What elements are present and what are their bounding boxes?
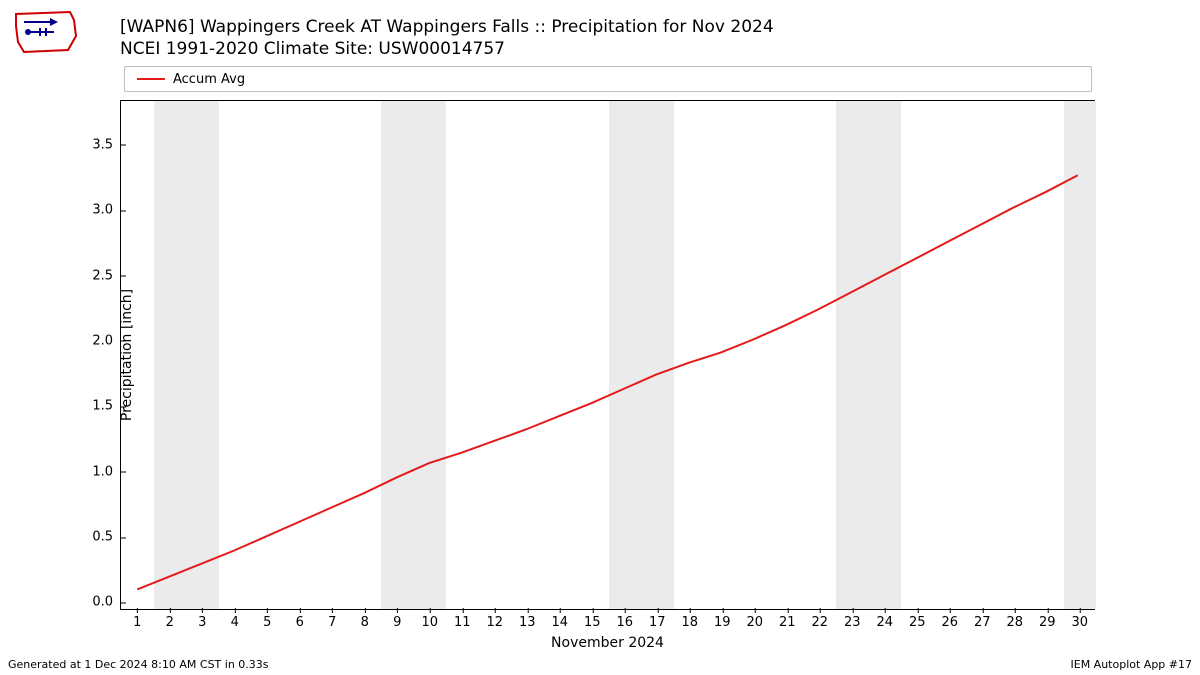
x-tick: 28 (1006, 609, 1023, 630)
x-tick: 1 (133, 609, 141, 630)
y-tick: 0.0 (92, 595, 121, 610)
x-tick: 10 (421, 609, 438, 630)
x-tick: 13 (519, 609, 536, 630)
x-tick: 3 (198, 609, 206, 630)
x-tick: 12 (486, 609, 503, 630)
line-layer (121, 101, 1094, 609)
plot-area: Precipitation [inch] November 2024 0.00.… (120, 100, 1095, 610)
title-line-2: NCEI 1991-2020 Climate Site: USW00014757 (120, 38, 774, 60)
legend-label: Accum Avg (173, 72, 245, 87)
x-tick: 5 (263, 609, 271, 630)
x-tick: 24 (876, 609, 893, 630)
x-tick: 14 (551, 609, 568, 630)
iem-logo-icon (10, 6, 82, 56)
x-tick: 15 (584, 609, 601, 630)
y-tick: 3.0 (92, 203, 121, 218)
legend-swatch (137, 78, 165, 80)
x-tick: 2 (166, 609, 174, 630)
x-tick: 16 (616, 609, 633, 630)
x-tick: 17 (649, 609, 666, 630)
x-tick: 21 (779, 609, 796, 630)
y-axis-label: Precipitation [inch] (119, 289, 135, 421)
x-tick: 11 (454, 609, 471, 630)
x-tick: 20 (746, 609, 763, 630)
x-tick: 29 (1039, 609, 1056, 630)
x-tick: 7 (328, 609, 336, 630)
y-tick: 3.5 (92, 137, 121, 152)
x-tick: 25 (909, 609, 926, 630)
x-tick: 8 (361, 609, 369, 630)
y-tick: 2.5 (92, 268, 121, 283)
y-tick: 1.0 (92, 464, 121, 479)
y-tick: 0.5 (92, 530, 121, 545)
x-axis-label: November 2024 (551, 635, 664, 651)
x-tick: 18 (681, 609, 698, 630)
y-tick: 1.5 (92, 399, 121, 414)
x-tick: 30 (1071, 609, 1088, 630)
accum-avg-line (137, 175, 1078, 589)
x-tick: 26 (941, 609, 958, 630)
x-tick: 19 (714, 609, 731, 630)
y-tick: 2.0 (92, 333, 121, 348)
x-tick: 22 (811, 609, 828, 630)
footer-app: IEM Autoplot App #17 (1071, 658, 1193, 671)
title-line-1: [WAPN6] Wappingers Creek AT Wappingers F… (120, 16, 774, 38)
x-tick: 27 (974, 609, 991, 630)
footer-generated: Generated at 1 Dec 2024 8:10 AM CST in 0… (8, 658, 269, 671)
chart-title: [WAPN6] Wappingers Creek AT Wappingers F… (120, 16, 774, 60)
x-tick: 23 (844, 609, 861, 630)
x-tick: 9 (393, 609, 401, 630)
x-tick: 4 (231, 609, 239, 630)
x-tick: 6 (296, 609, 304, 630)
legend: Accum Avg (124, 66, 1092, 92)
